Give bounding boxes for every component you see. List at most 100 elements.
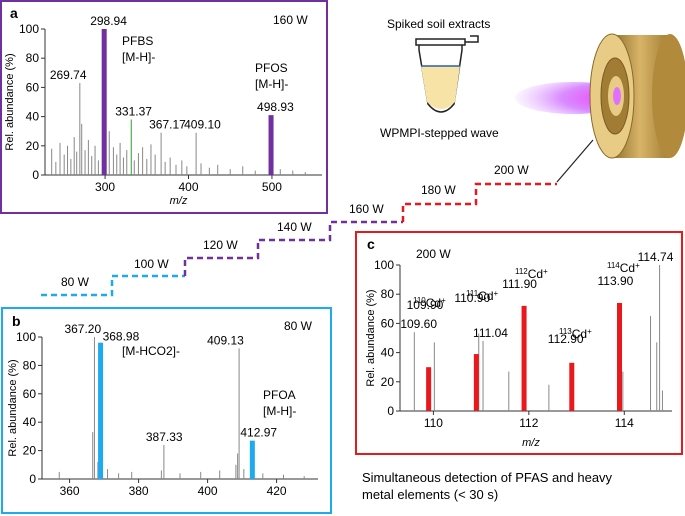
- step-labels: 80 W 100 W 120 W 140 W 160 W 180 W 200 W: [61, 163, 529, 289]
- panel-b-power: 80 W: [284, 319, 313, 333]
- peak-bar-highlight: [617, 302, 623, 411]
- peak-label: 367.20: [64, 322, 101, 336]
- pfos-name: PFOS: [255, 61, 288, 75]
- peak-label: 110.90: [454, 291, 490, 305]
- x-tick-label: 114: [615, 416, 634, 430]
- peak-label: 298.94: [90, 14, 127, 28]
- peak-bar-highlight: [473, 354, 479, 411]
- x-tick-label: 420: [267, 484, 287, 498]
- peak-bar-highlight: [98, 342, 104, 479]
- y-tick-label: 60: [26, 80, 40, 94]
- peak-bar-highlight: [268, 115, 274, 175]
- x-axis-label: m/z: [522, 437, 540, 449]
- y-tick-label: 20: [23, 444, 37, 458]
- isotope-label: 110Cd+: [413, 296, 446, 310]
- isotope-label: 113Cd+: [559, 327, 592, 341]
- spectrum-c: 0 20 40 60 80 100 110 112 114 Rel. abundance (%) m…: [365, 250, 674, 449]
- x-tick-label: 300: [95, 180, 115, 194]
- peak-label: 368.98: [103, 330, 140, 344]
- peak-label: 387.33: [146, 430, 183, 444]
- peak-label: 113.90: [598, 274, 634, 288]
- peak-label: 114.74: [638, 250, 674, 264]
- pfbs-ion: [M-H]-: [122, 50, 155, 64]
- wave-segment-red: [401, 182, 557, 222]
- panel-b-letter: b: [12, 313, 21, 329]
- source-label: Spiked soil extracts: [387, 17, 490, 31]
- y-tick-label: 100: [19, 22, 39, 36]
- panel-a-frame: [0, 0, 328, 214]
- peak-label: 109.90: [407, 298, 444, 312]
- peak-label: 269.74: [50, 68, 87, 82]
- panel-b-frame: [1, 307, 332, 514]
- peak-label: 498.93: [257, 100, 294, 114]
- pfoa-ion: [M-H]-: [263, 404, 296, 418]
- x-tick-label: 110: [424, 416, 443, 430]
- peak-bar-highlight: [249, 440, 255, 479]
- spectrum-b: 0 20 40 60 80 100 360 380 400 420 Rel. abundance (…: [7, 322, 318, 498]
- peak-label: 111.90: [502, 277, 537, 291]
- x-tick-label: 360: [60, 484, 80, 498]
- x-tick-label: 112: [519, 416, 538, 430]
- peak-label: 409.10: [184, 118, 221, 132]
- peak-label: 112.90: [548, 332, 584, 346]
- panel-c-power: 200 W: [416, 247, 451, 261]
- method-label: WPMPI-stepped wave: [380, 126, 499, 140]
- y-tick-label: 0: [387, 404, 394, 418]
- y-tick-label: 100: [16, 330, 36, 344]
- isotope-label: 112Cd+: [515, 267, 548, 281]
- y-tick-label: 20: [381, 375, 395, 389]
- y-tick-label: 80: [23, 358, 37, 372]
- step-label-200: 200 W: [494, 163, 529, 177]
- peak-bar-highlight: [101, 29, 107, 175]
- y-tick-label: 80: [381, 287, 395, 301]
- y-tick-label: 40: [26, 110, 40, 124]
- peak-bar-highlight: [521, 305, 527, 411]
- pfoa-name: PFOA: [263, 388, 296, 402]
- y-tick-label: 0: [29, 472, 36, 486]
- peak-label: 331.37: [115, 105, 152, 119]
- wave-segment-cyan: [41, 274, 185, 297]
- plasma-source-icon: [515, 33, 685, 159]
- peak-label: 109.60: [400, 317, 437, 331]
- x-tick-label: 400: [198, 484, 218, 498]
- sample-tube-icon: [415, 35, 479, 113]
- step-label-80: 80 W: [61, 275, 90, 289]
- y-tick-label: 40: [381, 346, 395, 360]
- formate-adduct-ion: [M-HCO2]-: [122, 344, 180, 358]
- panel-a-power: 160 W: [273, 13, 308, 27]
- source-connector: [556, 139, 594, 183]
- stepped-wave: [41, 182, 557, 297]
- y-tick-label: 80: [26, 51, 40, 65]
- peak-label: 412.97: [240, 426, 277, 440]
- y-axis-label: Rel. abundance (%): [7, 359, 19, 456]
- pfos-ion: [M-H]-: [255, 77, 288, 91]
- pfbs-name: PFBS: [122, 34, 153, 48]
- step-label-180: 180 W: [421, 183, 456, 197]
- panel-c-letter: c: [367, 236, 375, 252]
- isotope-label: 111Cd+: [466, 289, 499, 303]
- y-tick-label: 40: [23, 415, 37, 429]
- step-label-160: 160 W: [349, 202, 384, 216]
- peak-label: 367.17: [149, 118, 186, 132]
- conclusion-line-2: metal elements (< 30 s): [362, 487, 498, 502]
- y-tick-label: 100: [374, 258, 394, 272]
- x-axis-label: m/z: [170, 195, 188, 207]
- conclusion-line-1: Simultaneous detection of PFAS and heavy: [362, 470, 613, 485]
- spectrum-a: 0 20 40 60 80 100 300 400 500 Rel. abundance (%) m…: [4, 14, 322, 207]
- y-axis-label: Rel. abundance (%): [4, 53, 16, 150]
- y-axis-label: Rel. abundance (%): [365, 289, 377, 386]
- y-tick-label: 20: [26, 139, 40, 153]
- panel-a-letter: a: [10, 5, 18, 21]
- peak-bar-highlight: [426, 367, 432, 411]
- y-tick-label: 60: [23, 387, 37, 401]
- x-tick-label: 400: [178, 180, 198, 194]
- panel-c-frame: [355, 231, 683, 455]
- isotope-label: 114Cd+: [607, 261, 640, 275]
- y-tick-label: 60: [381, 316, 395, 330]
- peak-label: 111.04: [473, 326, 508, 340]
- step-label-100: 100 W: [134, 257, 169, 271]
- x-tick-label: 380: [129, 484, 149, 498]
- step-label-140: 140 W: [277, 220, 312, 234]
- peak-label: 409.13: [207, 333, 244, 347]
